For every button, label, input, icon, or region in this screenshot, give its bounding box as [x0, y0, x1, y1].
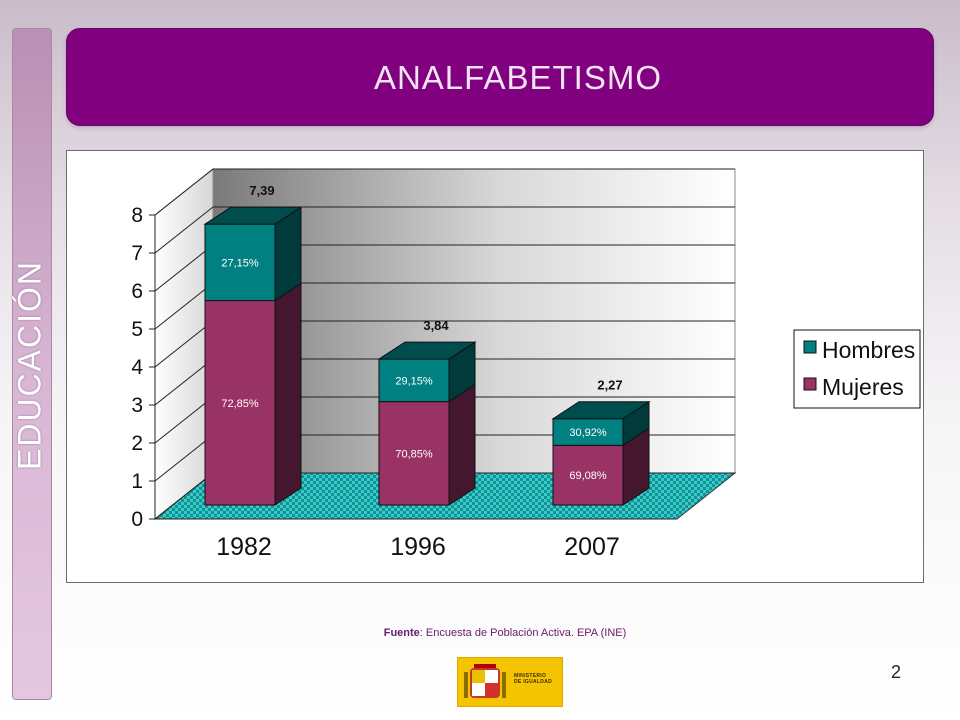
gridline-side — [154, 434, 214, 482]
logo-text: MINISTERIO DE IGUALDAD — [514, 673, 552, 685]
gridline-side — [154, 206, 214, 254]
logo-line-1: MINISTERIO — [514, 673, 547, 679]
y-tick-label: 2 — [131, 432, 143, 455]
y-tick-label: 4 — [131, 356, 143, 379]
gridline-side — [154, 320, 214, 368]
bar-top — [551, 401, 651, 420]
legend-swatch — [803, 340, 817, 354]
bar-segment — [378, 358, 450, 403]
total-label: 2,27 — [597, 378, 622, 393]
coat-of-arms-icon — [464, 664, 506, 698]
gridline-side — [154, 168, 214, 216]
gridline-side — [154, 282, 214, 330]
gridline-side — [154, 472, 214, 520]
y-tick-label: 0 — [131, 508, 143, 531]
y-tick-label: 6 — [131, 280, 143, 303]
x-tick-label: 2007 — [564, 533, 620, 561]
legend-swatch — [803, 377, 817, 391]
bar-segment — [552, 418, 624, 446]
bar-chart: 0 1 2 3 4 5 6 7 8 72,85% 27,15% 7,39 1982 70,85% 29,15… — [131, 167, 921, 561]
source-text: : Encuesta de Población Activa. EPA (INE… — [419, 627, 627, 639]
gridline-side — [154, 358, 214, 406]
page-number: 2 — [891, 662, 902, 682]
data-label: 27,15% — [221, 257, 259, 269]
side-bar — [12, 28, 52, 700]
bar-side — [448, 383, 476, 506]
total-label: 7,39 — [249, 183, 274, 198]
bar-side — [274, 282, 302, 506]
bar-top — [377, 341, 477, 360]
logo-line-2: DE IGUALDAD — [514, 679, 553, 685]
legend-label: Mujeres — [822, 374, 904, 400]
source-label: Fuente — [383, 627, 420, 639]
title-banner: ANALFABETISMO — [66, 28, 934, 126]
data-label: 70,85% — [395, 448, 433, 460]
bar-top — [203, 206, 303, 225]
x-tick-label: 1982 — [216, 533, 272, 561]
y-tick-label: 8 — [131, 204, 143, 227]
x-tick-label: 1996 — [390, 533, 446, 561]
y-tick-label: 1 — [131, 470, 143, 493]
chart-frame: 0 1 2 3 4 5 6 7 8 72,85% 27,15% 7,39 1982 70,85% 29,15… — [66, 150, 924, 583]
bar-segment — [552, 444, 624, 506]
data-label: 29,15% — [395, 375, 433, 387]
bar-segment — [204, 223, 276, 302]
side-label: EDUCACIÓN — [11, 259, 48, 471]
y-tick-label: 5 — [131, 318, 143, 341]
legend-label: Hombres — [822, 337, 915, 363]
data-label: 69,08% — [569, 470, 607, 482]
data-label: 30,92% — [569, 427, 607, 439]
bar-segment — [378, 401, 450, 506]
ministry-logo: MINISTERIO DE IGUALDAD — [457, 657, 563, 707]
y-tick-label: 3 — [131, 394, 143, 417]
total-label: 3,84 — [423, 318, 449, 333]
gridline-side — [154, 396, 214, 444]
gridline-side — [154, 244, 214, 292]
y-tick-label: 7 — [131, 242, 143, 265]
source-note: Fuente: Encuesta de Población Activa. EP… — [0, 627, 960, 639]
data-label: 72,85% — [221, 398, 259, 410]
page-title: ANALFABETISMO — [373, 59, 663, 96]
